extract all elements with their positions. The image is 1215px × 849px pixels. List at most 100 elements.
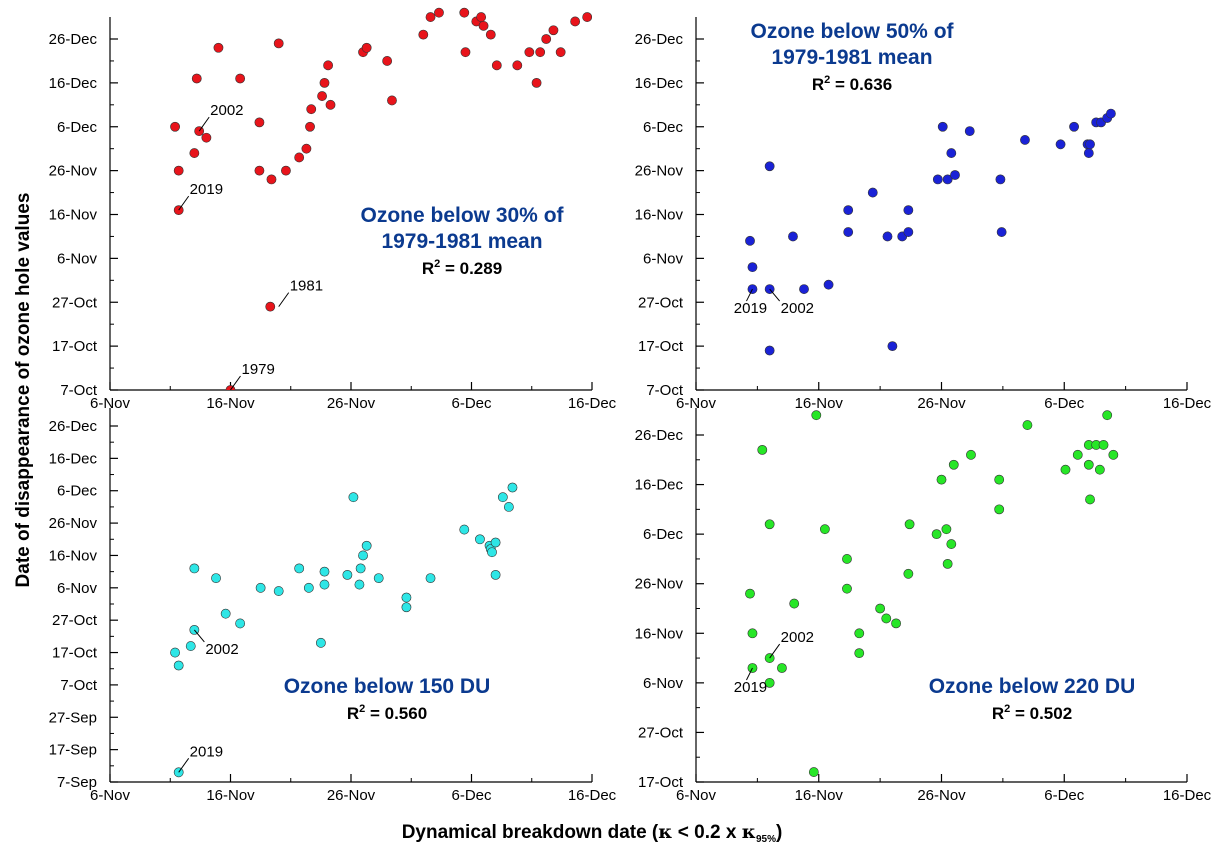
- scatter-point: [303, 582, 314, 593]
- r2-value: = 0.502: [1010, 704, 1072, 723]
- scatter-point: [867, 187, 878, 198]
- y-tick-label: 17-Sep: [49, 742, 97, 759]
- y-tick-label: 6-Dec: [57, 119, 98, 136]
- scatter-point: [936, 474, 947, 485]
- scatter-point: [342, 569, 353, 580]
- panel-title: Ozone below 150 DU: [284, 675, 491, 698]
- y-tick-label: 17-Oct: [638, 774, 684, 791]
- scatter-point: [478, 20, 489, 31]
- x-axis-title-kappa: κ: [658, 821, 672, 843]
- annotation-leader: [230, 375, 241, 391]
- scatter-point: [937, 121, 948, 132]
- scatter-point: [319, 566, 330, 577]
- scatter-point: [273, 586, 284, 596]
- scatter-point: [931, 529, 942, 540]
- annotation-leader: [178, 195, 190, 211]
- year-annotation: 2019: [190, 181, 223, 198]
- panel-ozone-50pct: 6-Nov 16-Nov 26-Nov 6-Dec 16-Dec7-Oct17-Oct2…: [635, 17, 1212, 412]
- x-tick-label: 6-Nov: [676, 395, 717, 412]
- year-annotation: 1981: [290, 278, 323, 295]
- scatter-point: [401, 602, 412, 613]
- scatter-point: [170, 121, 180, 132]
- x-tick-label: 16-Dec: [568, 787, 617, 804]
- scatter-point: [319, 77, 330, 88]
- year-annotation: 2019: [190, 743, 223, 760]
- scatter-point: [434, 7, 444, 18]
- scatter-point: [582, 12, 592, 22]
- x-tick-label: 16-Nov: [795, 395, 844, 412]
- scatter-point: [747, 663, 758, 673]
- r-squared-label: R2 = 0.636: [812, 74, 892, 94]
- x-tick-label: 16-Nov: [795, 787, 844, 804]
- y-tick-label: 6-Nov: [643, 250, 684, 267]
- scatter-point: [548, 25, 559, 36]
- scatter-point: [843, 205, 854, 216]
- x-tick-label: 16-Dec: [1163, 395, 1212, 412]
- scatter-point: [1083, 459, 1094, 470]
- annotation-leader: [746, 667, 753, 681]
- r2-prefix: R: [422, 259, 434, 278]
- panel-title: Ozone below 30% of: [360, 204, 564, 227]
- scatter-point: [1085, 494, 1095, 505]
- y-tick-label: 7-Sep: [57, 774, 97, 791]
- scatter-point: [823, 279, 834, 290]
- scatter-point: [173, 660, 184, 671]
- scatter-point: [487, 547, 497, 558]
- year-annotation: 2002: [205, 641, 238, 658]
- x-tick-label: 16-Nov: [206, 395, 255, 412]
- y-tick-label: 26-Nov: [49, 515, 98, 532]
- y-tick-label: 6-Dec: [57, 483, 98, 500]
- scatter-point: [194, 126, 205, 137]
- scatter-point: [747, 284, 758, 294]
- scatter-point: [764, 345, 775, 356]
- scatter-point: [273, 38, 284, 49]
- scatter-points: [745, 410, 1119, 777]
- scatter-point: [764, 519, 775, 530]
- scatter-point: [819, 524, 830, 535]
- scatter-point: [235, 618, 246, 629]
- y-tick-label: 7-Oct: [646, 382, 684, 399]
- scatter-point: [1083, 148, 1094, 158]
- x-tick-label: 6-Nov: [676, 787, 717, 804]
- scatter-point: [950, 170, 960, 180]
- scatter-point: [1022, 420, 1033, 430]
- scatter-point: [460, 47, 471, 58]
- x-axis-title-kappa2: κ: [742, 821, 756, 843]
- y-tick-label: 17-Oct: [638, 338, 684, 355]
- panel-title: 1979-1981 mean: [381, 230, 542, 253]
- scatter-point: [1060, 464, 1071, 475]
- scatter-point: [361, 540, 372, 551]
- scatter-point: [942, 558, 953, 569]
- x-axis-title-mid: < 0.2 x: [673, 822, 742, 843]
- scatter-point: [355, 563, 366, 574]
- r2-value: = 0.636: [830, 75, 892, 94]
- scatter-point: [1069, 121, 1079, 132]
- y-tick-label: 27-Oct: [638, 724, 684, 741]
- year-annotation: 2002: [781, 300, 814, 317]
- x-tick-label: 6-Nov: [90, 395, 131, 412]
- scatter-points: [170, 482, 518, 778]
- scatter-point: [476, 12, 487, 22]
- scatter-point: [948, 459, 959, 470]
- y-tick-label: 26-Dec: [49, 418, 98, 435]
- panel-title: 1979-1981 mean: [771, 46, 932, 69]
- scatter-point: [361, 42, 372, 53]
- scatter-point: [281, 165, 291, 176]
- x-axis-title-main: Dynamical breakdown date (: [402, 822, 659, 843]
- y-tick-label: 7-Oct: [60, 382, 98, 399]
- y-tick-label: 16-Nov: [635, 625, 684, 642]
- r-squared-label: R2 = 0.502: [992, 703, 1072, 723]
- x-axis-title-close: ): [776, 822, 782, 843]
- y-axis-title: Date of disappearance of ozone hole valu…: [13, 193, 34, 588]
- scatter-point: [254, 165, 265, 176]
- y-tick-label: 16-Dec: [635, 477, 684, 494]
- scatter-point: [507, 482, 518, 493]
- scatter-point: [294, 563, 305, 574]
- scatter-point: [764, 677, 775, 688]
- scatter-point: [891, 618, 901, 629]
- annotation-leader: [198, 116, 210, 132]
- x-tick-label: 16-Dec: [568, 395, 617, 412]
- scatter-point: [881, 613, 892, 624]
- scatter-point: [387, 95, 397, 106]
- scatter-point: [994, 504, 1005, 515]
